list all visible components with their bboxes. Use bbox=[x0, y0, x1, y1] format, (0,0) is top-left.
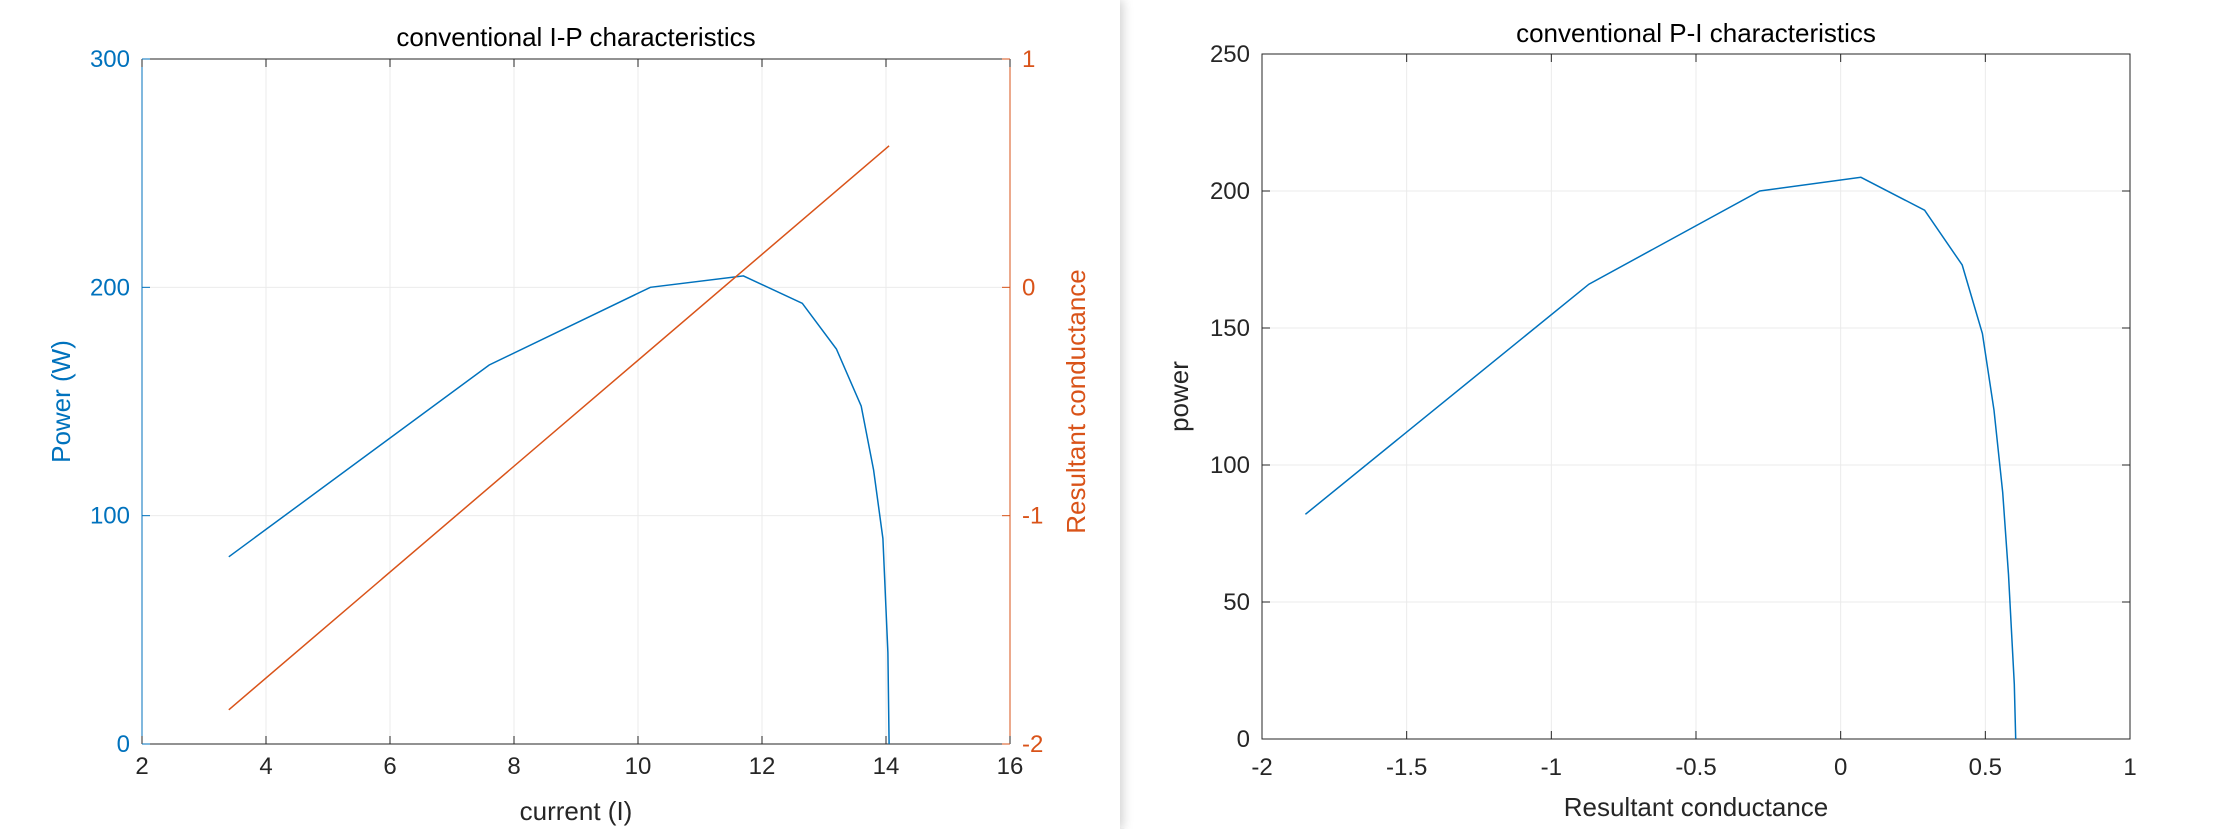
y-left-tick-label: 200 bbox=[90, 274, 130, 301]
series-power-line bbox=[228, 275, 890, 745]
x-axis-label: current (I) bbox=[520, 796, 633, 826]
x-tick-label: 8 bbox=[507, 753, 520, 780]
y-tick-label: 200 bbox=[1210, 178, 1250, 205]
y-right-tick-label: -2 bbox=[1022, 731, 1043, 758]
x-tick-label: 12 bbox=[749, 753, 776, 780]
x-axis-label: Resultant conductance bbox=[1564, 792, 1829, 822]
y-tick-label: 250 bbox=[1210, 41, 1250, 68]
x-tick-label: 2 bbox=[135, 753, 148, 780]
x-tick-label: 10 bbox=[625, 753, 652, 780]
chart-pi: -2 -1.5 -1 -0.5 0 0.5 1 0 50 100 150 200 250 conventi… bbox=[1164, 18, 2137, 822]
left-figure-window: 2 4 6 8 10 12 14 16 0 100 200 300 -2 -1 0 1 conventional… bbox=[46, 22, 1091, 826]
series-power-line bbox=[1304, 176, 2017, 740]
chart-ip: 2 4 6 8 10 12 14 16 0 100 200 300 -2 -1 0 1 conventional… bbox=[46, 22, 1091, 826]
y-left-tick-label: 0 bbox=[117, 731, 130, 758]
x-tick-label: 0.5 bbox=[1969, 754, 2002, 781]
x-tick-label: -1 bbox=[1541, 754, 1562, 781]
y-right-axis-label: Resultant conductance bbox=[1061, 269, 1091, 534]
y-right-tick-label: 0 bbox=[1022, 274, 1035, 301]
x-tick-label: 16 bbox=[997, 753, 1024, 780]
y-tick-label: 0 bbox=[1237, 726, 1250, 753]
x-tick-label: -0.5 bbox=[1675, 754, 1716, 781]
y-axis-label: power bbox=[1164, 361, 1194, 432]
series-conductance-line bbox=[228, 145, 890, 711]
y-tick-label: 100 bbox=[1210, 452, 1250, 479]
right-figure-window: -2 -1.5 -1 -0.5 0 0.5 1 0 50 100 150 200 250 conventi… bbox=[1113, 0, 2233, 829]
chart-title: conventional P-I characteristics bbox=[1516, 18, 1876, 48]
x-tick-label: 0 bbox=[1834, 754, 1847, 781]
y-left-axis-label: Power (W) bbox=[46, 340, 76, 463]
x-tick-label: -2 bbox=[1251, 754, 1272, 781]
x-tick-label: -1.5 bbox=[1386, 754, 1427, 781]
y-left-tick-label: 100 bbox=[90, 503, 130, 530]
x-tick-label: 6 bbox=[383, 753, 396, 780]
y-right-tick-label: 1 bbox=[1022, 46, 1035, 73]
y-left-tick-label: 300 bbox=[90, 46, 130, 73]
x-tick-label: 4 bbox=[259, 753, 272, 780]
y-right-tick-label: -1 bbox=[1022, 503, 1043, 530]
y-tick-label: 50 bbox=[1223, 589, 1250, 616]
x-tick-label: 1 bbox=[2123, 754, 2136, 781]
chart-title: conventional I-P characteristics bbox=[396, 22, 755, 52]
x-tick-label: 14 bbox=[873, 753, 900, 780]
y-tick-label: 150 bbox=[1210, 315, 1250, 342]
